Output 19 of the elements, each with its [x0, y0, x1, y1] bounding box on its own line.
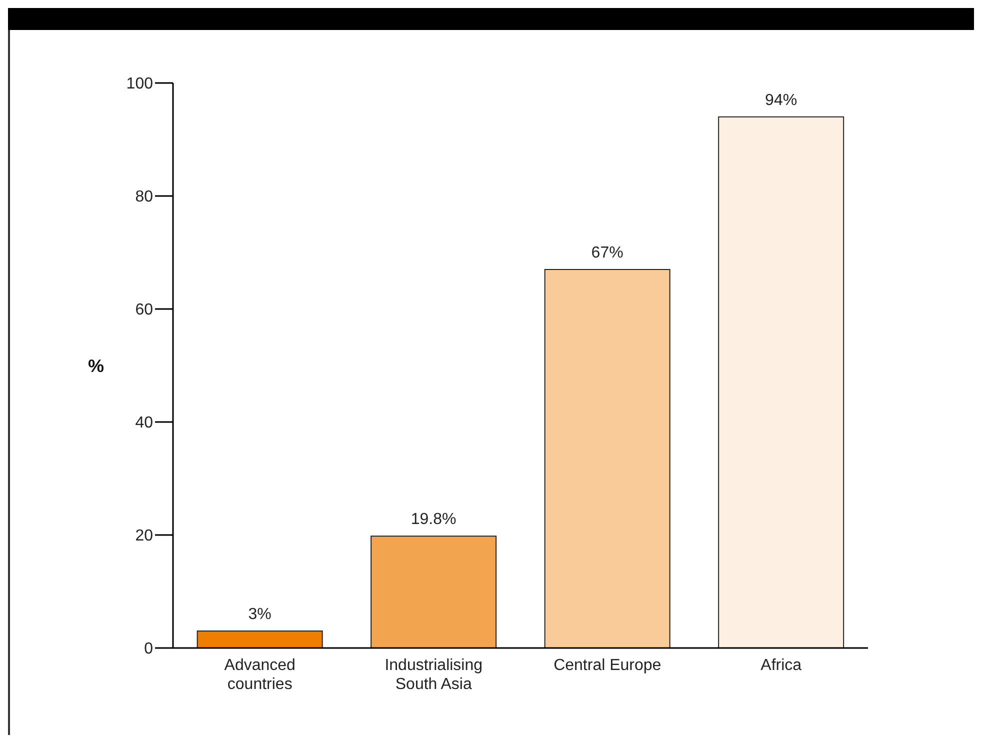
y-tick-label: 60 — [135, 302, 154, 319]
x-tick-label: Advanced countries — [224, 657, 296, 693]
bar — [544, 268, 670, 648]
bar — [196, 630, 323, 648]
data-label: 94% — [765, 92, 798, 109]
data-label: 19.8% — [410, 511, 456, 528]
bar — [718, 116, 844, 648]
y-tick-label: 40 — [135, 414, 154, 432]
y-tick-label: 80 — [135, 188, 154, 206]
x-tick-label: Africa — [760, 657, 802, 674]
data-label: 3% — [248, 606, 272, 624]
y-tick-label: 0 — [144, 640, 154, 658]
data-label: 67% — [591, 244, 624, 262]
x-tick-label: Central Europe — [554, 657, 662, 674]
y-tick-label: 20 — [135, 528, 154, 545]
y-axis-title: % — [88, 356, 104, 376]
y-tick-label: 100 — [126, 76, 154, 93]
x-tick-label: Industrialising South Asia — [384, 657, 483, 693]
bar — [370, 536, 497, 648]
